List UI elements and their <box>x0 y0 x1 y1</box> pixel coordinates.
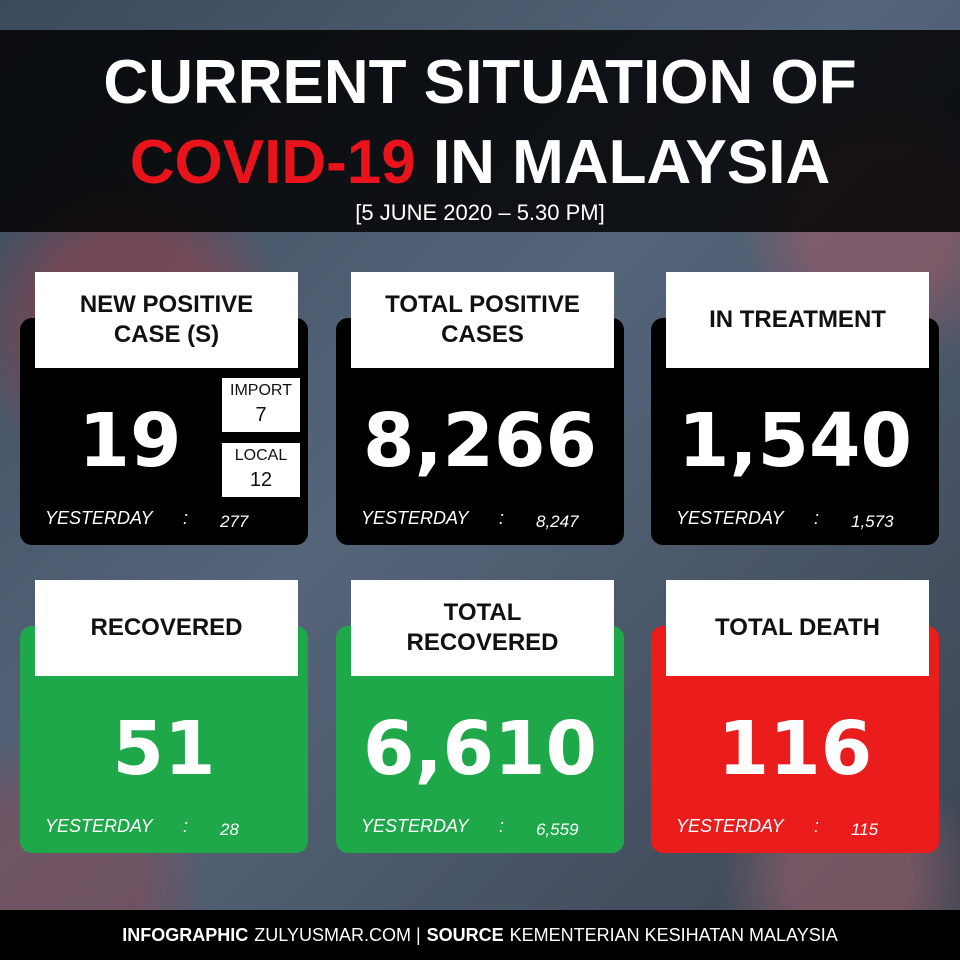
card-label: IN TREATMENT <box>666 272 929 368</box>
footer-brand: ZULYUSMAR.COM | <box>254 924 421 945</box>
separator: : <box>183 508 189 528</box>
import-label: IMPORT <box>230 382 292 399</box>
footer-label: INFOGRAPHIC <box>122 924 249 945</box>
separator: : <box>499 816 505 836</box>
title-highlight: COVID-19 <box>129 128 416 197</box>
local-box: LOCAL 12 <box>222 443 300 497</box>
card-value: 1,540 <box>677 398 913 484</box>
import-value: 7 <box>255 403 267 426</box>
title-line: COVID-19 IN MALAYSIA <box>0 132 960 194</box>
card-value: 116 <box>717 706 873 792</box>
yesterday-label: YESTERDAY <box>45 508 153 528</box>
separator: : <box>183 816 189 836</box>
yesterday-label: YESTERDAY <box>361 816 469 836</box>
footer: INFOGRAPHIC ZULYUSMAR.COM | SOURCE KEMENTE… <box>0 910 960 960</box>
footer-label: SOURCE <box>426 924 504 945</box>
local-label: LOCAL <box>234 447 288 464</box>
yesterday-label: YESTERDAY <box>676 816 784 836</box>
yesterday-label: YESTERDAY <box>676 508 784 528</box>
date: [5 JUNE 2020 – 5.30 PM] <box>355 200 605 225</box>
yesterday-value: 6,559 <box>536 820 579 839</box>
yesterday-value: 277 <box>220 512 249 531</box>
title-rest: IN MALAYSIA <box>432 128 831 197</box>
yesterday-value: 115 <box>851 820 879 839</box>
separator: : <box>814 816 820 836</box>
card-value: 6,610 <box>362 706 598 792</box>
title-line: CURRENT SITUATION OF <box>103 48 857 117</box>
yesterday-value: 1,573 <box>851 512 894 531</box>
yesterday-value: 8,247 <box>536 512 579 531</box>
card-value: 19 <box>78 398 182 484</box>
card-value: 8,266 <box>362 398 598 484</box>
separator: : <box>814 508 820 528</box>
card-label: TOTAL RECOVERED <box>351 580 614 676</box>
local-value: 12 <box>249 468 273 491</box>
card-value: 51 <box>112 706 216 792</box>
card-label: RECOVERED <box>35 580 298 676</box>
card-label: TOTAL DEATH <box>666 580 929 676</box>
card-label: NEW POSITIVE CASE (S) <box>35 272 298 368</box>
header: CURRENT SITUATION OF COVID-19 IN MALAYSI… <box>0 30 960 232</box>
separator: : <box>499 508 505 528</box>
footer-source: KEMENTERIAN KESIHATAN MALAYSIA <box>509 924 838 945</box>
yesterday-label: YESTERDAY <box>361 508 469 528</box>
yesterday-value: 28 <box>220 820 239 839</box>
card-label: TOTAL POSITIVE CASES <box>351 272 614 368</box>
import-box: IMPORT 7 <box>222 378 300 432</box>
yesterday-label: YESTERDAY <box>45 816 153 836</box>
